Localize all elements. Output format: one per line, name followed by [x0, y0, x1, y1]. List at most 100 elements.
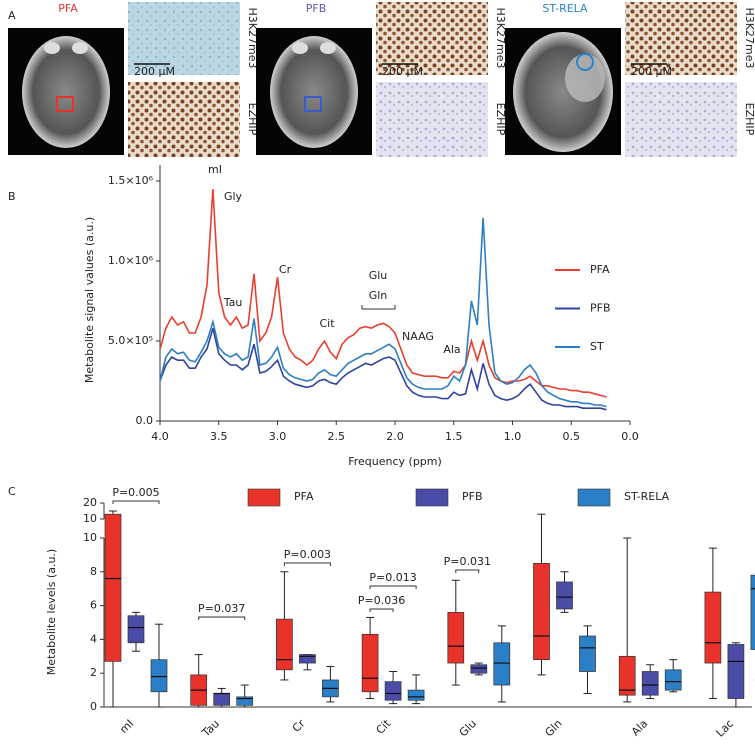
box: [127, 615, 145, 644]
peak-label: Gln: [369, 289, 388, 302]
panel-label: B: [8, 190, 16, 203]
legend-label: PFA: [590, 263, 610, 276]
legend-swatch: [247, 488, 281, 507]
box: [150, 659, 168, 693]
histology-bottom: [376, 82, 488, 157]
box: [213, 693, 231, 706]
tumor-title: PFA: [58, 2, 78, 15]
x-tick-label: Lac: [714, 717, 737, 740]
scale-bar-label: 200 μM: [382, 65, 423, 78]
p-value-bracket: [369, 585, 417, 589]
spectrum-line: [159, 188, 607, 398]
y-tick-label: 10: [83, 531, 97, 544]
box: [641, 671, 659, 696]
y-tick-label: 2: [90, 666, 97, 679]
x-tick-label: 3.0: [269, 430, 287, 443]
x-tick-label: 3.5: [210, 430, 228, 443]
scale-bar-label: 200 μM: [631, 65, 672, 78]
histology-bottom: [625, 82, 737, 157]
histology-top: [625, 2, 737, 75]
legend-label: ST: [590, 340, 604, 353]
peak-label: Cr: [279, 263, 292, 276]
x-tick-label: Cr: [290, 717, 308, 735]
p-value: P=0.036: [358, 594, 405, 607]
stain-label: H3K27me3: [743, 8, 755, 69]
legend-swatch: [415, 488, 449, 507]
stain-label: EZHIP: [246, 103, 259, 136]
y-tick-label: 10: [83, 512, 97, 525]
lesion: [565, 54, 605, 102]
box: [533, 562, 550, 661]
p-value: P=0.013: [369, 571, 416, 584]
stain-label: H3K27me3: [494, 8, 507, 69]
histology-top: [376, 2, 488, 75]
mri-eye: [44, 42, 60, 54]
p-value-bracket: [198, 616, 246, 620]
box: [704, 591, 722, 664]
x-tick-label: Glu: [457, 717, 479, 739]
legend-label: ST-RELA: [624, 490, 670, 503]
p-value: P=0.003: [284, 548, 331, 561]
y-tick-label: 5.0×10⁵: [108, 334, 153, 347]
p-value: P=0.031: [444, 555, 491, 568]
roi: [576, 53, 594, 71]
histology-bottom: [128, 82, 240, 157]
x-tick-label: 4.0: [151, 430, 169, 443]
peak-label: Tau: [223, 296, 243, 309]
peak-label: mI: [208, 163, 222, 176]
x-tick-label: 1.0: [504, 430, 522, 443]
box: [361, 633, 379, 693]
peak-label: Ala: [443, 343, 460, 356]
x-tick-label: 1.5: [445, 430, 463, 443]
tumor-title: PFB: [306, 2, 327, 15]
spectrum-line: [159, 327, 607, 411]
box: [727, 644, 745, 699]
x-tick-label: mI: [117, 717, 136, 736]
x-tick-label: 2.5: [328, 430, 346, 443]
box: [493, 642, 511, 686]
box: [384, 681, 402, 701]
legend-swatch: [577, 488, 611, 507]
y-tick-label: 0: [90, 700, 97, 713]
mri-eye: [292, 42, 308, 54]
box: [618, 655, 636, 696]
y-tick-label: 20: [83, 496, 97, 509]
y-tick-label: 0.0: [136, 414, 154, 427]
tumor-title: ST-RELA: [542, 2, 588, 15]
box: [470, 664, 488, 674]
x-tick-label: Cit: [373, 717, 393, 737]
box: [447, 612, 465, 664]
box: [556, 581, 573, 610]
y-tick-label: 1.0×10⁶: [108, 254, 154, 267]
y-axis-label: Metabolite levels (a.u.): [45, 549, 58, 675]
panel-label: A: [8, 9, 16, 22]
stain-label: EZHIP: [743, 103, 755, 136]
y-axis-label: Metabolite signal values (a.u.): [83, 217, 96, 383]
legend-label: PFB: [590, 302, 611, 315]
stain-label: EZHIP: [494, 103, 507, 136]
roi: [56, 96, 74, 112]
p-value-bracket: [112, 500, 160, 504]
mri-eye: [320, 42, 336, 54]
x-tick-label: 0.0: [621, 430, 639, 443]
p-value: P=0.037: [198, 602, 245, 615]
mri-eye: [72, 42, 88, 54]
legend-label: PFA: [294, 490, 314, 503]
stain-label: H3K27me3: [246, 8, 259, 69]
peak-label: Cit: [319, 317, 335, 330]
panel-label: C: [8, 485, 16, 498]
mri-head: [270, 36, 358, 148]
annotation-bracket: [361, 305, 396, 310]
peak-label: Glu: [369, 269, 388, 282]
y-tick-label: 6: [90, 599, 97, 612]
x-tick-label: 0.5: [563, 430, 581, 443]
scale-bar-label: 200 μM: [134, 65, 175, 78]
box: [276, 618, 293, 671]
box: [579, 635, 596, 672]
box: [236, 696, 254, 706]
peak-label: NAAG: [402, 330, 434, 343]
box: [407, 689, 425, 701]
y-tick-label: 1.5×10⁶: [108, 174, 154, 187]
mri-head: [22, 36, 110, 148]
